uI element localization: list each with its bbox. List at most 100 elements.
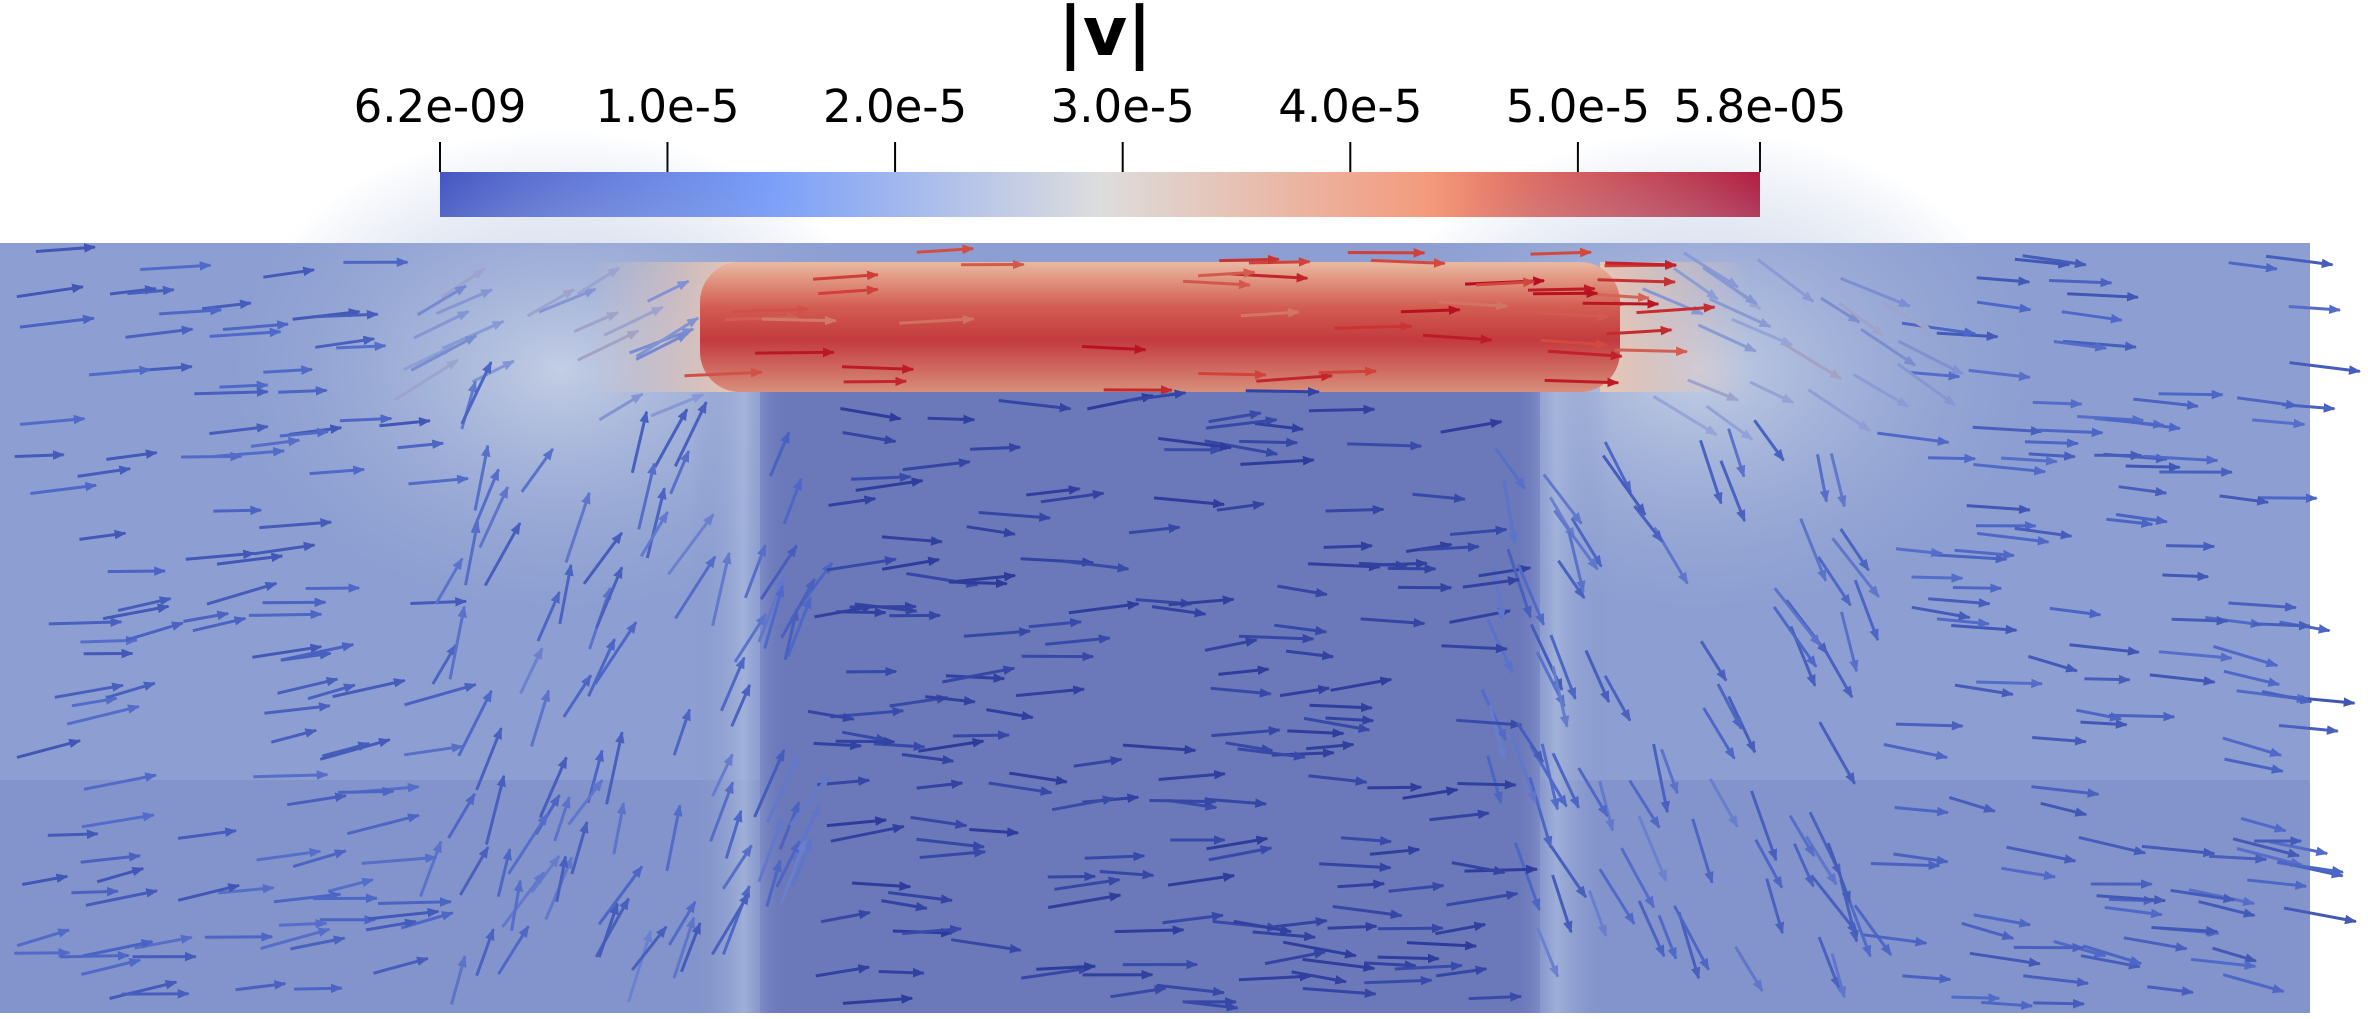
obstacle-region	[760, 392, 1540, 1013]
velocity-arrow	[721, 844, 753, 890]
velocity-arrow	[672, 916, 696, 979]
velocity-arrow	[107, 566, 167, 576]
velocity-arrow	[843, 376, 908, 387]
velocity-arrow	[2224, 757, 2284, 774]
velocity-arrow	[635, 316, 700, 358]
velocity-arrow	[16, 928, 71, 948]
velocity-arrow	[1973, 913, 2032, 928]
velocity-arrow	[851, 472, 912, 483]
velocity-arrow	[674, 555, 717, 620]
velocity-arrow	[679, 921, 702, 973]
velocity-arrow	[1387, 563, 1437, 574]
velocity-arrow	[639, 510, 669, 558]
velocity-arrow	[950, 938, 1022, 954]
colorbar-title: |v|	[1058, 0, 1152, 72]
velocity-arrow	[2053, 340, 2108, 352]
velocity-arrow	[1691, 818, 1714, 884]
velocity-arrow	[637, 462, 657, 530]
velocity-arrow	[1908, 370, 1961, 381]
velocity-arrow	[1936, 617, 1991, 628]
velocity-arrow	[2158, 650, 2233, 662]
velocity-arrow	[1219, 254, 1280, 265]
velocity-arrow	[766, 754, 800, 824]
velocity-arrow	[558, 563, 574, 625]
velocity-arrow	[1687, 378, 1740, 402]
velocity-arrow	[2236, 847, 2303, 867]
velocity-arrow	[1954, 683, 2014, 698]
velocity-arrow	[1285, 649, 1335, 661]
velocity-arrow	[711, 551, 732, 627]
velocity-arrow	[2014, 526, 2073, 540]
velocity-arrow	[250, 436, 301, 448]
velocity-arrow	[1860, 328, 1917, 367]
velocity-arrow	[403, 344, 455, 371]
velocity-arrow	[1274, 623, 1328, 636]
velocity-arrow	[1699, 640, 1728, 682]
velocity-arrow	[1601, 454, 1647, 516]
velocity-arrow	[83, 772, 158, 791]
velocity-arrow	[828, 495, 877, 507]
velocity-arrow	[1274, 917, 1328, 929]
velocity-arrow	[307, 683, 356, 701]
velocity-arrow	[1492, 567, 1506, 621]
velocity-arrow	[743, 544, 767, 599]
velocity-arrow	[496, 848, 512, 898]
velocity-arrow	[520, 448, 555, 493]
velocity-arrow	[1206, 835, 1269, 851]
velocity-arrow	[1419, 542, 1480, 552]
velocity-arrow	[769, 431, 791, 477]
velocity-arrow	[117, 596, 172, 612]
velocity-arrow	[1952, 583, 2003, 593]
velocity-arrow	[1731, 317, 1794, 347]
velocity-arrow	[842, 994, 914, 1005]
velocity-arrow	[473, 444, 491, 511]
velocity-arrow	[753, 749, 786, 818]
colorbar-tick-label-3: 3.0e-5	[1051, 80, 1195, 133]
velocity-arrow	[1749, 380, 1795, 405]
colorbar-tick-label-4: 4.0e-5	[1278, 80, 1422, 133]
velocity-arrow	[669, 449, 691, 495]
velocity-arrow	[1323, 541, 1374, 551]
velocity-arrow	[1240, 307, 1301, 318]
velocity-arrow	[2049, 606, 2102, 619]
velocity-arrow	[507, 813, 549, 875]
velocity-arrow	[1309, 702, 1373, 713]
velocity-arrow	[881, 556, 941, 571]
velocity-arrow	[1340, 835, 1393, 846]
velocity-arrow	[1308, 561, 1381, 572]
velocity-arrow	[88, 365, 152, 377]
velocity-arrow	[1114, 925, 1185, 935]
velocity-arrow	[1818, 721, 1857, 785]
velocity-arrow	[826, 556, 897, 572]
velocity-arrow	[292, 849, 347, 869]
velocity-arrow	[2118, 485, 2168, 497]
velocity-arrow	[277, 676, 339, 695]
velocity-arrow	[413, 310, 470, 340]
velocity-arrow	[830, 823, 905, 843]
velocity-arrow	[2278, 724, 2339, 735]
velocity-arrow	[530, 855, 561, 894]
velocity-arrow	[315, 335, 376, 349]
velocity-arrow	[1303, 716, 1371, 733]
velocity-arrow	[14, 947, 71, 958]
velocity-arrow	[1897, 339, 1964, 376]
velocity-arrow	[1486, 755, 1503, 804]
velocity-arrow	[1862, 933, 1928, 947]
velocity-arrow	[1009, 771, 1068, 786]
velocity-arrow	[442, 320, 505, 350]
velocity-arrow	[1441, 643, 1508, 654]
velocity-arrow	[1734, 946, 1764, 992]
velocity-arrow	[1277, 584, 1328, 598]
velocity-arrow	[564, 491, 591, 563]
velocity-arrow	[2032, 398, 2083, 409]
velocity-arrow	[256, 847, 322, 862]
velocity-arrow	[849, 601, 917, 612]
velocity-arrow	[1279, 684, 1331, 698]
velocity-arrow	[30, 481, 98, 495]
velocity-arrow	[1969, 951, 2041, 968]
velocity-arrow	[2289, 361, 2361, 375]
velocity-arrow	[1816, 454, 1830, 503]
velocity-arrow	[1756, 258, 1815, 303]
velocity-arrow	[1462, 576, 1520, 589]
velocity-arrow	[1502, 479, 1518, 545]
